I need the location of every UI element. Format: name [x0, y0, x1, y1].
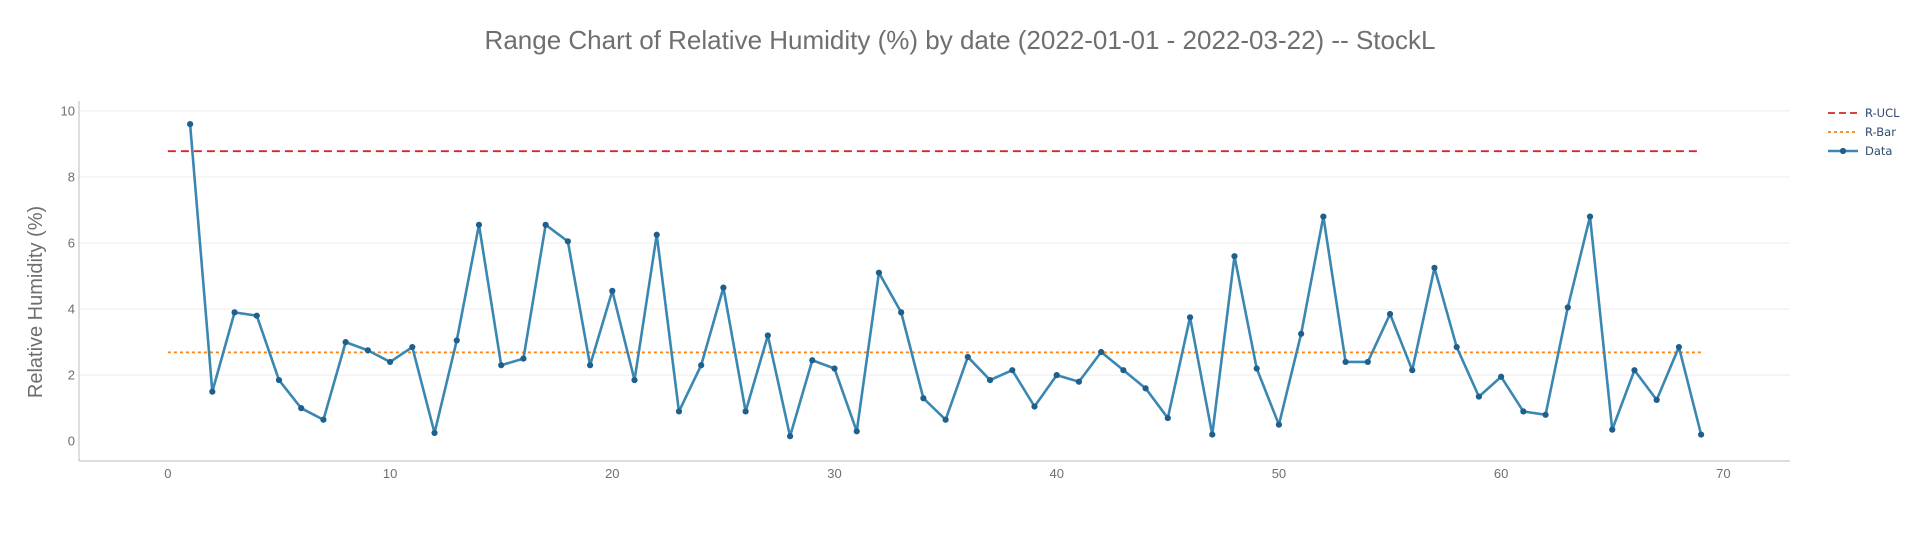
data-point: [1253, 365, 1260, 372]
legend: R-UCL R-Bar Data: [1828, 106, 1900, 158]
data-point: [231, 309, 238, 316]
data-point: [986, 376, 994, 384]
data-point: [1098, 348, 1105, 356]
data-point: [653, 231, 660, 238]
x-tick-label: 40: [1049, 466, 1063, 481]
data-point: [1275, 421, 1283, 428]
data-point: [875, 269, 883, 276]
data-point: [631, 376, 638, 384]
data-point: [675, 408, 683, 415]
data-point: [1120, 367, 1127, 374]
x-tick-label: 10: [383, 466, 397, 481]
x-tick-label: 20: [605, 466, 619, 481]
data-point: [564, 238, 571, 245]
data-point: [275, 376, 283, 384]
x-tick-label: 30: [827, 466, 841, 481]
data-point: [1053, 372, 1060, 379]
data-point: [1409, 367, 1416, 374]
data-point: [1342, 358, 1349, 366]
y-tick-label: 6: [68, 236, 75, 251]
y-tick-label: 4: [68, 302, 75, 317]
y-tick-label: 0: [68, 434, 75, 449]
data-point: [1364, 358, 1371, 366]
data-point: [209, 388, 216, 395]
legend-label-data: Data: [1865, 144, 1892, 158]
x-tick-label: 70: [1716, 466, 1730, 481]
data-point: [1031, 403, 1038, 410]
data-point: [1231, 253, 1238, 260]
data-point: [698, 362, 705, 369]
data-point: [498, 362, 505, 369]
data-point: [1431, 264, 1438, 271]
data-point: [809, 357, 816, 364]
data-point: [542, 221, 549, 228]
chart-title: Range Chart of Relative Humidity (%) by …: [485, 25, 1436, 55]
data-point: [1609, 426, 1616, 433]
series-line-data: [188, 124, 1703, 438]
data-point: [1498, 373, 1505, 380]
data-point: [1320, 213, 1327, 220]
data-point: [1009, 367, 1016, 374]
x-tick-label: 0: [164, 466, 171, 481]
data-point: [320, 416, 327, 423]
data-point: [609, 287, 616, 295]
data-point: [1675, 343, 1682, 351]
data-point: [920, 395, 927, 402]
data-point: [1164, 414, 1171, 422]
axes: [78, 101, 1790, 462]
data-point: [1520, 408, 1527, 415]
data-point: [898, 309, 905, 316]
data-point: [1653, 396, 1660, 403]
data-point: [1298, 330, 1305, 337]
data-point: [453, 337, 460, 344]
y-tick-label: 8: [68, 169, 75, 184]
data-point: [342, 339, 349, 346]
data-point: [1475, 393, 1483, 400]
y-axis-label: Relative Humidity (%): [25, 206, 47, 398]
data-point: [475, 221, 483, 228]
data-point: [1564, 304, 1571, 311]
legend-label-r-bar: R-Bar: [1865, 125, 1896, 139]
data-point: [1209, 431, 1216, 438]
data-point: [1586, 213, 1594, 220]
data-point: [520, 355, 527, 362]
series: [167, 121, 1705, 440]
y-tick-label: 10: [61, 103, 75, 118]
data-point: [1542, 411, 1549, 418]
y-tick-label: 2: [68, 368, 75, 383]
data-point: [964, 353, 971, 361]
data-point: [298, 405, 305, 412]
data-point: [742, 408, 749, 415]
data-point: [1186, 314, 1194, 321]
data-point: [764, 332, 771, 339]
data-point: [586, 362, 594, 369]
tick-labels: 0 2 4 6 8 10 0 10 20 30 40 50 60 70: [61, 103, 1731, 481]
x-tick-label: 50: [1272, 466, 1286, 481]
data-point: [364, 347, 371, 354]
legend-marker-data: [1839, 147, 1847, 155]
data-point: [409, 343, 416, 351]
data-point: [253, 312, 260, 319]
data-point: [1142, 385, 1149, 392]
grid: [79, 110, 1790, 376]
x-tick-label: 60: [1494, 466, 1508, 481]
data-point: [942, 416, 949, 423]
data-point: [1075, 378, 1083, 385]
data-point: [1453, 343, 1460, 351]
data-point: [1386, 310, 1394, 318]
data-point: [187, 121, 194, 128]
data-point: [831, 365, 838, 372]
data-point: [720, 284, 727, 291]
data-point: [1631, 367, 1638, 374]
data-point: [1698, 431, 1705, 438]
data-point: [431, 429, 438, 437]
data-point: [853, 428, 860, 435]
legend-label-r-ucl: R-UCL: [1865, 106, 1900, 120]
data-point: [386, 358, 394, 366]
data-point: [786, 433, 794, 440]
